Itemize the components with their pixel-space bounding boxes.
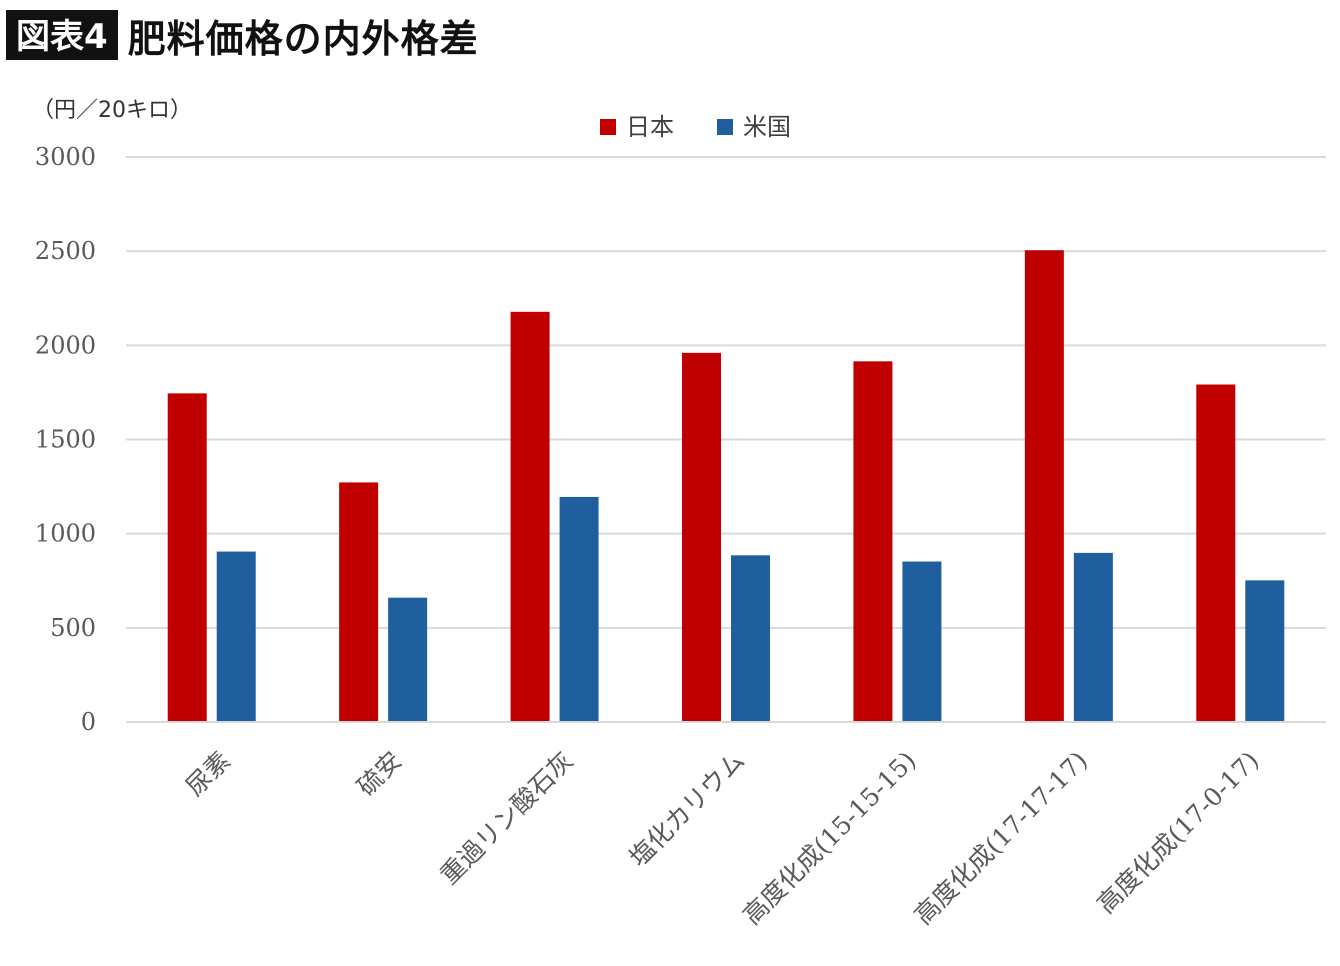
x-tick-label: 塩化カリウム [624, 746, 751, 873]
x-tick-label: 尿素 [180, 746, 236, 802]
bar-us [902, 561, 942, 722]
y-tick-label: 3000 [35, 143, 96, 171]
x-tick-label: 高度化成(15-15-15) [737, 746, 921, 930]
bar-japan [1024, 250, 1064, 722]
bar-japan [339, 482, 379, 722]
x-tick-label: 重過リン酸石灰 [435, 746, 579, 890]
y-tick-label: 500 [50, 614, 96, 642]
x-tick-label: 高度化成(17-17-17) [909, 746, 1093, 930]
y-tick-label: 2000 [35, 331, 96, 359]
x-tick-label: 硫安 [352, 746, 408, 802]
legend-label: 日本 [626, 113, 674, 141]
y-tick-label: 2500 [35, 237, 96, 265]
bar-us [731, 555, 770, 722]
bar-us [559, 496, 599, 722]
bar-japan [682, 352, 721, 722]
y-axis-unit-label: （円／20キロ） [32, 98, 192, 123]
bar-japan [853, 361, 893, 722]
bar-us [1073, 552, 1113, 722]
bar-japan [1196, 384, 1236, 722]
bar-us [388, 597, 428, 722]
chart-title: 肥料価格の内外格差 [127, 16, 479, 61]
figure-header: 図表4 肥料価格の内外格差 [6, 8, 479, 62]
y-tick-label: 1000 [35, 520, 96, 548]
y-tick-label: 1500 [35, 426, 96, 454]
legend-label: 米国 [743, 113, 791, 141]
bar-us [1245, 580, 1285, 722]
bar-japan [510, 311, 550, 722]
legend-swatch [717, 119, 733, 135]
y-tick-label: 0 [81, 708, 96, 736]
x-tick-label: 高度化成(17-0-17) [1091, 746, 1264, 919]
bar-japan [167, 393, 207, 722]
legend-swatch [600, 119, 616, 135]
bar-us [216, 551, 256, 722]
figure-number-tag: 図表4 [6, 10, 118, 60]
